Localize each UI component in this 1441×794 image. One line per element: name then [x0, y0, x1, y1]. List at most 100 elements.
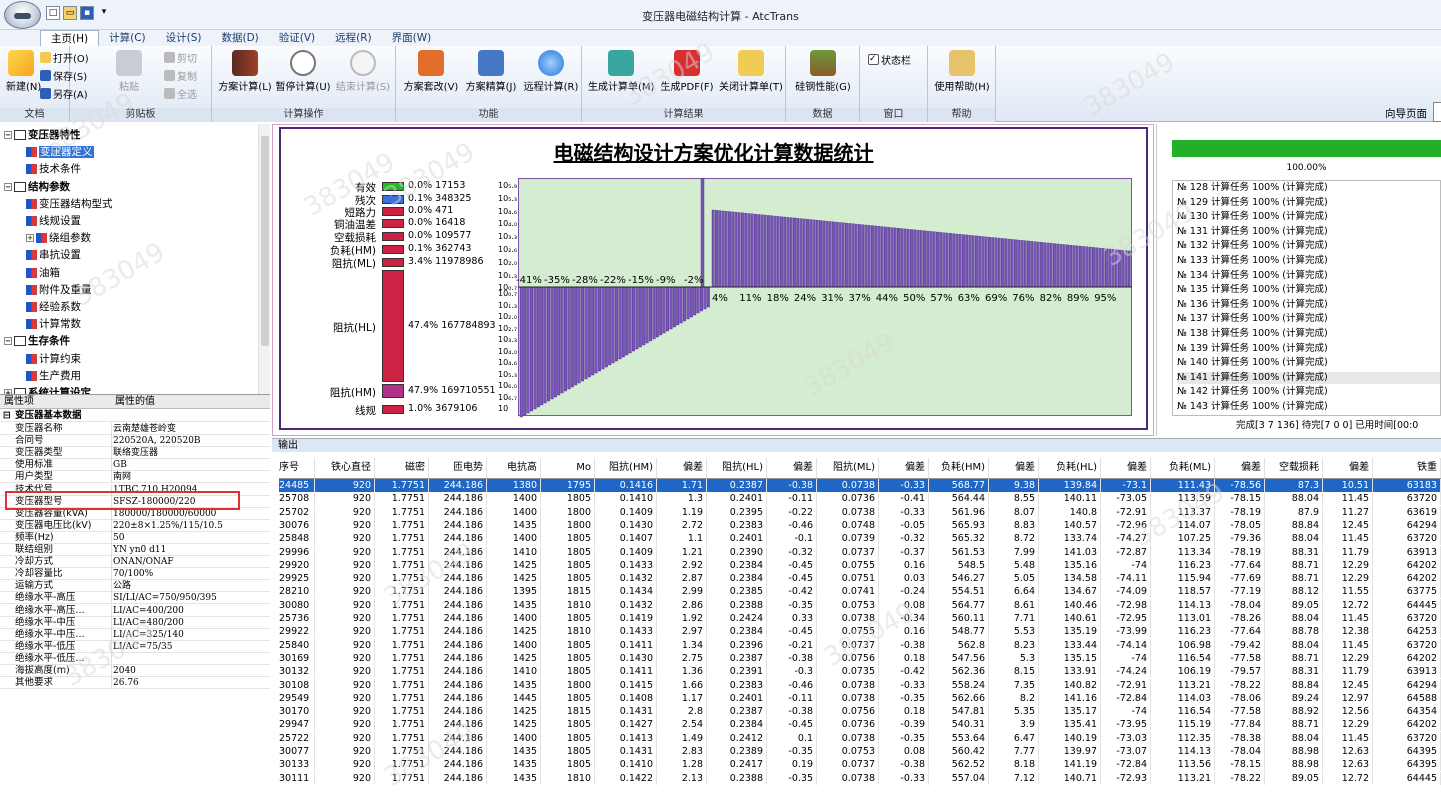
tree-node[interactable]: 附件及重量 — [26, 283, 92, 297]
end-calc-button[interactable]: 结束计算(S) — [334, 50, 392, 93]
tree-node[interactable]: 计算约束 — [26, 352, 81, 366]
prop-value[interactable]: 云南楚雄苍岭变 — [113, 424, 177, 434]
open-button[interactable]: 打开(O) — [40, 50, 89, 65]
tree-node[interactable]: − 结构参数 — [4, 180, 70, 194]
grid-header-cell[interactable]: Mo — [541, 458, 595, 478]
collapse-icon[interactable]: − — [4, 131, 12, 139]
prop-section[interactable]: ⊟ 变压器基本数据 — [0, 410, 270, 422]
table-row[interactable]: 25848 920 1.7751 244.186 1400 1805 0.1407 1.1 0.… — [279, 532, 1441, 546]
collapse-icon[interactable]: − — [4, 182, 12, 191]
remote-calc-button[interactable]: 远程计算(R) — [522, 50, 580, 93]
table-row[interactable]: 30133 920 1.7751 244.186 1435 1805 0.1410 1.28 0… — [279, 758, 1441, 772]
task-item[interactable]: № 131 计算任务 100% (计算完成) — [1177, 225, 1328, 237]
tree-node[interactable]: 串抗设置 — [26, 248, 81, 262]
tree-node[interactable]: 生产费用 — [26, 369, 81, 383]
save-disk-icon[interactable]: ▪ — [80, 6, 94, 20]
prop-value[interactable]: 公路 — [113, 581, 132, 592]
grid-header-cell[interactable]: 磁密 — [375, 458, 429, 478]
qat-dropdown-icon[interactable]: ▾ — [101, 7, 107, 17]
table-row[interactable]: 30080 920 1.7751 244.186 1435 1810 0.1432 2.86 0… — [279, 598, 1441, 612]
grid-header-cell[interactable]: 偏差 — [1323, 458, 1373, 478]
collapse-icon[interactable]: − — [4, 337, 12, 346]
tree-node[interactable]: 线规设置 — [26, 214, 81, 228]
grid-header-cell[interactable]: 偏差 — [767, 458, 817, 478]
prop-row[interactable]: 变压器名称 云南楚雄苍岭变 — [0, 423, 270, 435]
copy-button[interactable]: 复制 — [164, 68, 197, 83]
prop-value[interactable]: GB — [113, 460, 127, 471]
grid-header-cell[interactable]: 阻抗(HM) — [595, 458, 657, 478]
prop-value[interactable]: 50 — [113, 532, 125, 543]
tree-node[interactable]: 变压器结构型式 — [26, 197, 113, 211]
ribbon-tab[interactable]: 界面(W) — [391, 32, 432, 44]
table-row[interactable]: 30170 920 1.7751 244.186 1425 1815 0.1431 2.8 0.… — [279, 705, 1441, 719]
ribbon-tab[interactable]: 主页(H) — [40, 30, 100, 46]
prop-row[interactable]: 运输方式 公路 — [0, 580, 270, 593]
grid-header-cell[interactable]: 铁心直径 — [317, 458, 375, 478]
grid-header-cell[interactable]: 匝电势 — [429, 458, 487, 478]
tree-scrollbar[interactable] — [258, 124, 270, 394]
table-row[interactable]: 25708 920 1.7751 244.186 1400 1805 0.1410 1.3 0.… — [279, 492, 1441, 506]
task-item[interactable]: № 141 计算任务 100% (计算完成) — [1177, 371, 1440, 384]
prop-value[interactable]: 180000/180000/60000 — [113, 508, 217, 519]
prop-value[interactable]: 70/100% — [113, 569, 154, 580]
wizard-page-box[interactable] — [1433, 102, 1441, 122]
task-item[interactable]: № 139 计算任务 100% (计算完成) — [1177, 342, 1328, 354]
task-item[interactable]: № 134 计算任务 100% (计算完成) — [1177, 269, 1328, 281]
save-button[interactable]: 保存(S) — [40, 68, 87, 83]
calc-scheme-button[interactable]: 方案计算(L) — [216, 50, 274, 93]
tree-node[interactable]: 技术条件 — [26, 162, 81, 176]
prop-value[interactable]: LI/AC=480/200 — [113, 617, 184, 628]
tree-node[interactable]: + 绕组参数 — [26, 231, 91, 245]
table-row[interactable]: 30076 920 1.7751 244.186 1435 1800 0.1430 2.72 0… — [279, 518, 1441, 532]
prop-row[interactable]: 使用标准 GB — [0, 459, 270, 472]
task-item[interactable]: № 128 计算任务 100% (计算完成) — [1177, 182, 1328, 193]
ribbon-tab[interactable]: 计算(C) — [109, 32, 146, 44]
prop-value[interactable]: 1TBC.710.H20094 — [113, 484, 198, 495]
expand-icon[interactable]: + — [26, 234, 34, 243]
task-item[interactable]: № 129 计算任务 100% (计算完成) — [1177, 196, 1328, 208]
task-item[interactable]: № 143 计算任务 100% (计算完成) — [1177, 401, 1328, 412]
table-row[interactable]: 30169 920 1.7751 244.186 1425 1805 0.1430 2.75 0… — [279, 651, 1441, 665]
grid-header-cell[interactable]: 空载损耗 — [1265, 458, 1323, 478]
table-row[interactable]: 25702 920 1.7751 244.186 1400 1800 0.1409 1.19 0… — [279, 505, 1441, 519]
new-doc-icon[interactable]: □ — [46, 6, 60, 20]
app-menu-button[interactable] — [4, 1, 41, 29]
scheme-refine-button[interactable]: 方案精算(J) — [462, 50, 520, 93]
prop-value[interactable]: SFSZ-180000/220 — [113, 496, 196, 507]
prop-value[interactable]: YN yn0 d11 — [113, 545, 167, 555]
prop-row[interactable]: 变压器类型 联络变压器 — [0, 447, 270, 460]
grid-header-cell[interactable]: 负耗(ML) — [1151, 458, 1215, 478]
ribbon-tab[interactable]: 验证(V) — [278, 32, 316, 44]
grid-header-cell[interactable]: 偏差 — [657, 458, 707, 478]
grid-header-cell[interactable]: 负耗(HL) — [1039, 458, 1101, 478]
prop-value[interactable]: 2040 — [113, 666, 136, 676]
table-row[interactable]: 25840 920 1.7751 244.186 1400 1805 0.1411 1.34 0… — [279, 638, 1441, 652]
table-row[interactable]: 25722 920 1.7751 244.186 1400 1805 0.1413 1.49 0… — [279, 731, 1441, 745]
silicon-steel-button[interactable]: 硅钢性能(G) — [794, 50, 852, 93]
prop-row[interactable]: 海拔高度(m) 2040 — [0, 665, 270, 677]
task-item[interactable]: № 130 计算任务 100% (计算完成) — [1177, 211, 1328, 223]
table-row[interactable]: 28210 920 1.7751 244.186 1395 1815 0.1434 2.99 0… — [279, 585, 1441, 599]
prop-value[interactable]: LI/AC=400/200 — [113, 605, 184, 616]
cut-button[interactable]: 剪切 — [164, 50, 197, 65]
ribbon-tab[interactable]: 数据(D) — [221, 32, 259, 44]
prop-value[interactable]: 220±8×1.25%/115/10.5 — [113, 520, 223, 531]
prop-row[interactable]: 技术代号 1TBC.710.H20094 — [0, 483, 270, 496]
prop-value[interactable]: ONAN/ONAF — [113, 557, 174, 568]
grid-header-cell[interactable]: 电抗高 — [487, 458, 541, 478]
pause-button[interactable]: 暂停计算(U) — [274, 50, 332, 93]
prop-value[interactable]: 26.76 — [113, 678, 139, 689]
prop-row[interactable]: 其他要求 26.76 — [0, 677, 270, 690]
table-row[interactable]: 30108 920 1.7751 244.186 1435 1800 0.1415 1.66 0… — [279, 678, 1441, 692]
tree-node[interactable]: 计算常数 — [26, 317, 81, 331]
task-item[interactable]: № 140 计算任务 100% (计算完成) — [1177, 357, 1328, 369]
grid-header-cell[interactable]: 偏差 — [879, 458, 929, 478]
task-item[interactable]: № 137 计算任务 100% (计算完成) — [1177, 313, 1328, 325]
grid-header-cell[interactable]: 阻抗(HL) — [707, 458, 767, 478]
gen-sheet-button[interactable]: 生成计算单(M) — [588, 50, 654, 93]
task-item[interactable]: № 142 计算任务 100% (计算完成) — [1177, 386, 1328, 398]
ribbon-tab[interactable]: 设计(S) — [165, 32, 202, 44]
prop-row[interactable]: 变压器容量(kVA) 180000/180000/60000 — [0, 507, 270, 520]
close-sheet-button[interactable]: 关闭计算单(T) — [718, 50, 784, 93]
tree-node[interactable]: 变压器定义 — [26, 145, 94, 159]
